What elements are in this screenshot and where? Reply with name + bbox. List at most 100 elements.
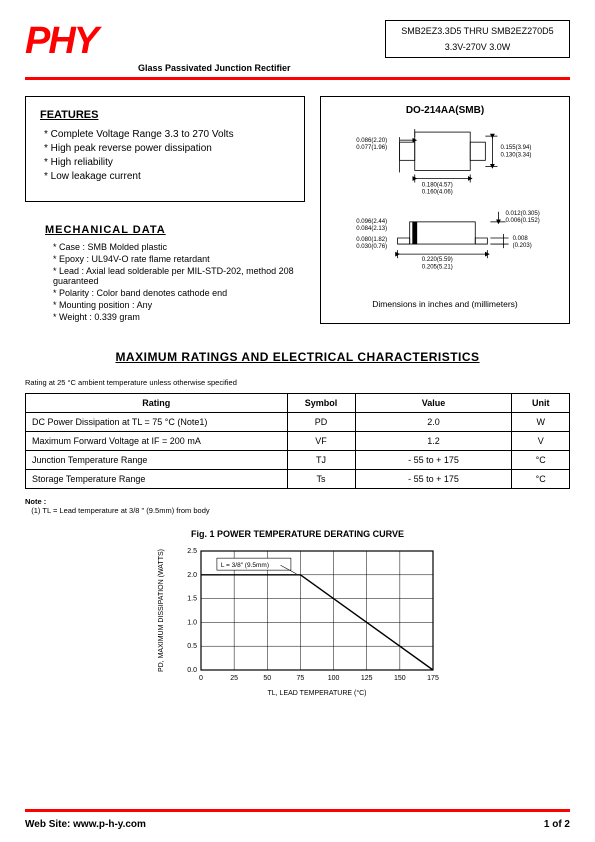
cell-rating: Junction Temperature Range xyxy=(26,451,288,470)
dim-text: (0.203) xyxy=(513,243,532,249)
col-header-unit: Unit xyxy=(512,394,570,413)
svg-text:75: 75 xyxy=(296,675,304,682)
mech-text: Epoxy : UL94V-O rate flame retardant xyxy=(59,254,210,264)
cell-rating: Maximum Forward Voltage at IF = 200 mA xyxy=(26,432,288,451)
dimension-note: Dimensions in inches and (millimeters) xyxy=(329,299,561,309)
ratings-condition: Rating at 25 °C ambient temperature unle… xyxy=(25,378,570,387)
mech-text: Case : SMB Molded plastic xyxy=(59,242,167,252)
note-text: (1) TL = Lead temperature at 3/8 " (9.5m… xyxy=(31,506,209,515)
cell-symbol: PD xyxy=(287,413,355,432)
svg-text:0.5: 0.5 xyxy=(187,643,197,650)
mech-text: Polarity : Color band denotes cathode en… xyxy=(59,288,227,298)
cell-unit: V xyxy=(512,432,570,451)
logo: PHY xyxy=(25,20,97,63)
product-subtitle: Glass Passivated Junction Rectifier xyxy=(138,63,570,73)
col-header-value: Value xyxy=(355,394,512,413)
mech-text: Lead : Axial lead solderable per MIL-STD… xyxy=(53,266,294,286)
mech-item: * Case : SMB Molded plastic xyxy=(53,242,305,252)
part-number-box: SMB2EZ3.3D5 THRU SMB2EZ270D5 3.3V-270V 3… xyxy=(385,20,570,58)
svg-text:125: 125 xyxy=(360,675,372,682)
cell-value: 1.2 xyxy=(355,432,512,451)
svg-text:1.5: 1.5 xyxy=(187,596,197,603)
feature-text: High reliability xyxy=(51,157,113,168)
table-row: DC Power Dissipation at TL = 75 °C (Note… xyxy=(26,413,570,432)
svg-text:50: 50 xyxy=(263,675,271,682)
col-header-symbol: Symbol xyxy=(287,394,355,413)
footer: Web Site: www.p-h-y.com 1 of 2 xyxy=(25,819,570,830)
footer-website: Web Site: www.p-h-y.com xyxy=(25,819,146,830)
cell-value: - 55 to + 175 xyxy=(355,470,512,489)
mech-item: * Lead : Axial lead solderable per MIL-S… xyxy=(53,266,305,286)
header-rule xyxy=(25,77,570,80)
feature-text: Complete Voltage Range 3.3 to 270 Volts xyxy=(51,129,234,140)
cell-symbol: VF xyxy=(287,432,355,451)
mech-text: Mounting position : Any xyxy=(59,300,152,310)
dim-text: 0.086(2.20) xyxy=(356,138,387,144)
ratings-note: Note : (1) TL = Lead temperature at 3/8 … xyxy=(25,497,570,515)
features-list: * Complete Voltage Range 3.3 to 270 Volt… xyxy=(40,129,290,182)
svg-text:175: 175 xyxy=(427,675,439,682)
dim-text: 0.012(0.305) xyxy=(506,211,540,217)
dim-text: 0.084(2.13) xyxy=(356,226,387,232)
col-header-rating: Rating xyxy=(26,394,288,413)
svg-text:2.5: 2.5 xyxy=(187,548,197,555)
table-header-row: Rating Symbol Value Unit xyxy=(26,394,570,413)
svg-text:L = 3/8" (9.5mm): L = 3/8" (9.5mm) xyxy=(220,562,268,569)
dim-text: 0.220(5.59) xyxy=(422,257,453,263)
cell-unit: °C xyxy=(512,470,570,489)
part-rating: 3.3V-270V 3.0W xyxy=(396,42,559,52)
package-drawing-box: DO-214AA(SMB) 0.086(2.20) 0.077(1.96) 0.… xyxy=(320,96,570,324)
footer-page: 1 of 2 xyxy=(544,819,570,830)
dim-text: 0.077(1.96) xyxy=(356,145,387,151)
part-range: SMB2EZ3.3D5 THRU SMB2EZ270D5 xyxy=(396,26,559,36)
mech-item: * Polarity : Color band denotes cathode … xyxy=(53,288,305,298)
table-row: Junction Temperature RangeTJ- 55 to + 17… xyxy=(26,451,570,470)
ratings-table: Rating Symbol Value Unit DC Power Dissip… xyxy=(25,393,570,489)
cell-symbol: TJ xyxy=(287,451,355,470)
svg-text:150: 150 xyxy=(394,675,406,682)
package-drawing: 0.086(2.20) 0.077(1.96) 0.155(3.94) 0.13… xyxy=(329,122,561,293)
cell-unit: W xyxy=(512,413,570,432)
feature-item: * High reliability xyxy=(44,157,290,168)
svg-text:2.0: 2.0 xyxy=(187,572,197,579)
feature-text: Low leakage current xyxy=(51,171,141,182)
svg-text:0.0: 0.0 xyxy=(187,667,197,674)
dim-text: 0.180(4.57) xyxy=(422,183,453,189)
svg-text:TL, LEAD TEMPERATURE (°C): TL, LEAD TEMPERATURE (°C) xyxy=(267,689,366,697)
svg-text:100: 100 xyxy=(327,675,339,682)
table-row: Maximum Forward Voltage at IF = 200 mAVF… xyxy=(26,432,570,451)
feature-text: High peak reverse power dissipation xyxy=(51,143,212,154)
dim-text: 0.096(2.44) xyxy=(356,219,387,225)
dim-text: 0.130(3.34) xyxy=(500,152,531,158)
dim-text: 0.030(0.76) xyxy=(356,244,387,250)
dim-text: 0.006(0.152) xyxy=(506,218,540,224)
dim-text: 0.008 xyxy=(513,236,529,242)
cell-value: 2.0 xyxy=(355,413,512,432)
chart-container: 0 25 50 75 100 125 150 175 0.0 0.5 1.0 1.5 2.0 2.5 L =… xyxy=(25,543,570,698)
cell-value: - 55 to + 175 xyxy=(355,451,512,470)
svg-text:1.0: 1.0 xyxy=(187,619,197,626)
feature-item: * Low leakage current xyxy=(44,171,290,182)
cell-symbol: Ts xyxy=(287,470,355,489)
dim-text: 0.205(5.21) xyxy=(422,264,453,270)
dim-text: 0.155(3.94) xyxy=(500,145,531,151)
cell-rating: DC Power Dissipation at TL = 75 °C (Note… xyxy=(26,413,288,432)
footer-rule xyxy=(25,809,570,812)
svg-text:0: 0 xyxy=(199,675,203,682)
mechanical-list: * Case : SMB Molded plastic * Epoxy : UL… xyxy=(25,242,305,322)
mech-text: Weight : 0.339 gram xyxy=(59,312,140,322)
cell-rating: Storage Temperature Range xyxy=(26,470,288,489)
package-label: DO-214AA(SMB) xyxy=(329,105,561,116)
table-row: Storage Temperature RangeTs- 55 to + 175… xyxy=(26,470,570,489)
header-row: PHY SMB2EZ3.3D5 THRU SMB2EZ270D5 3.3V-27… xyxy=(25,20,570,63)
features-box: FEATURES * Complete Voltage Range 3.3 to… xyxy=(25,96,305,202)
mech-item: * Epoxy : UL94V-O rate flame retardant xyxy=(53,254,305,264)
derating-chart: 0 25 50 75 100 125 150 175 0.0 0.5 1.0 1.5 2.0 2.5 L =… xyxy=(153,543,443,698)
mid-section: FEATURES * Complete Voltage Range 3.3 to… xyxy=(25,96,570,324)
chart-title: Fig. 1 POWER TEMPERATURE DERATING CURVE xyxy=(25,529,570,539)
dim-text: 0.080(1.82) xyxy=(356,237,387,243)
dim-text: 0.160(4.06) xyxy=(422,190,453,196)
svg-text:PD, MAXIMUM DISSIPATION (WATTS: PD, MAXIMUM DISSIPATION (WATTS) xyxy=(158,549,165,672)
note-label: Note : xyxy=(25,497,46,506)
svg-text:25: 25 xyxy=(230,675,238,682)
